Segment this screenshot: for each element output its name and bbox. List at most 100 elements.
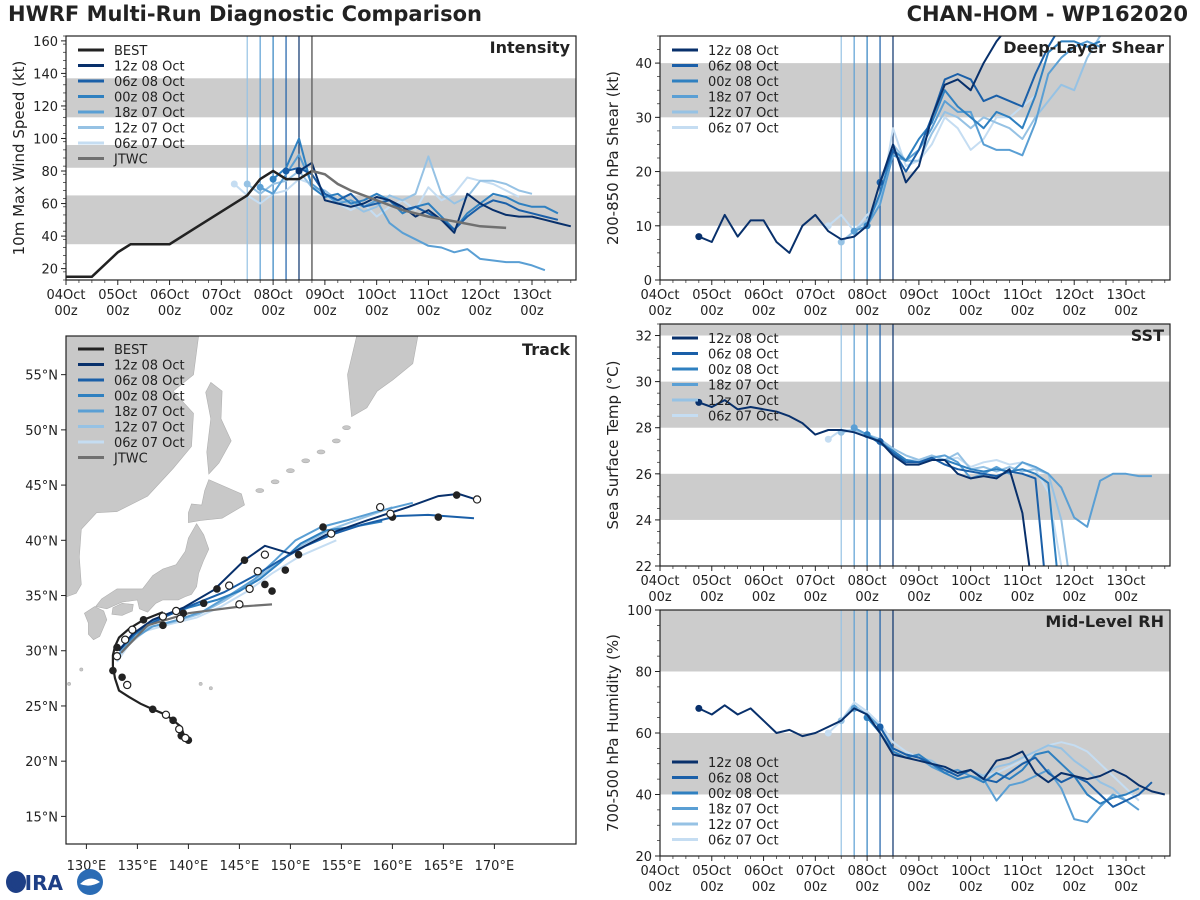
sst-ylabel: Sea Surface Temp (°C) [604,360,622,529]
intensity-legend-label: 18z 07 Oct [114,106,185,121]
intensity-xtick-label: 12Oct [461,288,500,303]
track-filled-marker [434,513,443,521]
rh-xtick-label: 09Oct [899,864,938,879]
rh-series-start-marker [824,729,832,737]
sst-xtick-label: 12Oct [1055,574,1094,589]
track-filled-marker [268,587,276,595]
shear-series-line [879,36,1056,183]
sst-ytick-label: 28 [635,422,652,437]
track-land-group [66,336,419,691]
sst-xtick-label: 00z [855,590,879,605]
intensity-series-group [66,137,572,278]
rh-xtick-label: 00z [752,880,776,895]
intensity-legend-label: 00z 08 Oct [114,91,185,106]
track-filled-marker [199,599,208,608]
kuril-island-shape [316,449,326,455]
sst-panel: 22242628303204Oct00z05Oct00z06Oct00z07Oc… [604,323,1171,605]
rh-panel: 2040608010004Oct00z05Oct00z06Oct00z07Oct… [604,604,1171,895]
track-xtick-label: 140°E [169,859,209,874]
shear-xtick-label: 11Oct [1003,288,1042,303]
sst-xtick-label: 06Oct [744,574,783,589]
shear-legend-label: 18z 07 Oct [708,91,779,106]
rh-ylabel: 700-500 hPa Humidity (%) [604,634,622,832]
rh-xtick-label: 00z [907,880,931,895]
sst-xtick-label: 00z [1011,590,1035,605]
track-filled-marker [139,616,148,624]
shear-legend-label: 12z 08 Oct [708,44,779,59]
track-xtick-label: 155°E [322,859,362,874]
sst-ytick-label: 22 [635,560,652,575]
track-open-marker [171,606,181,616]
rh-xtick-label: 07Oct [796,864,835,879]
rh-band [660,610,1170,672]
intensity-xtick-label: 00z [158,304,182,319]
sst-xtick-label: 00z [1114,590,1138,605]
rh-xtick-label: 12Oct [1055,864,1094,879]
sst-series-start-marker [850,424,858,432]
sst-xtick-label: 05Oct [692,574,731,589]
track-legend-label: 06z 07 Oct [114,436,185,451]
track-jtwc-line [120,603,273,654]
track-ytick-label: 50°N [25,424,58,439]
rh-ytick-label: 60 [635,727,652,742]
shear-title: Deep-Layer Shear [1003,38,1164,57]
shear-series-start-marker [850,227,858,235]
shear-series-start-marker [837,238,845,246]
rh-xtick-label: 00z [1011,880,1035,895]
track-panel: 130°E 135°E 140°E 145°E 150°E 155°E 160°E 165°E… [25,335,577,874]
sst-title: SST [1131,326,1164,345]
track-open-marker [128,625,137,634]
intensity-legend-label: 12z 07 Oct [114,122,185,137]
intensity-ytick-label: 20 [41,263,58,278]
intensity-ytick-label: 140 [33,67,58,82]
rh-xtick-label: 00z [855,880,879,895]
track-frame [65,335,577,845]
intensity-ytick-label: 100 [33,132,58,147]
track-xtick-label: 135°E [118,859,158,874]
shear-xtick-label: 09Oct [899,288,938,303]
rh-xtick-label: 04Oct [640,864,679,879]
rh-xtick-label: 05Oct [692,864,731,879]
sst-xtick-label: 07Oct [796,574,835,589]
shear-ytick-label: 20 [635,166,652,181]
intensity-ylabel: 10m Max Wind Speed (kt) [10,61,28,256]
track-open-marker [181,733,190,743]
track-open-marker [158,612,168,621]
sst-xtick-label: 11Oct [1003,574,1042,589]
shear-xtick-label: 00z [648,304,672,319]
kuril-island-shape [331,438,341,444]
rh-legend-label: 18z 07 Oct [708,803,779,818]
rh-series-group [695,701,1166,824]
intensity-ytick-label: 60 [41,198,58,213]
intensity-ytick-label: 120 [33,100,58,115]
intensity-xtick-label: 11Oct [409,288,448,303]
rh-ytick-label: 20 [635,850,652,865]
shear-ylabel: 200-850 hPa Shear (kt) [604,71,622,245]
rh-title: Mid-Level RH [1045,612,1164,631]
intensity-xtick-label: 06Oct [150,288,189,303]
track-xtick-label: 170°E [475,859,515,874]
honshu-shape [95,523,210,613]
sst-legend-label: 12z 08 Oct [708,332,779,347]
sst-band [660,473,1170,520]
track-ytick-label: 15°N [25,810,58,825]
shear-xtick-label: 04Oct [640,288,679,303]
rh-series-line [879,726,1153,808]
track-filled-marker [261,580,269,589]
track-ytick-label: 25°N [25,700,58,715]
intensity-series-line [298,161,572,234]
track-legend-label: 12z 08 Oct [114,359,185,374]
intensity-xtick-label: 07Oct [202,288,241,303]
intensity-title: Intensity [490,38,571,57]
intensity-series-start-marker [269,175,277,183]
intensity-band [66,195,576,245]
track-legend-label: BEST [114,343,147,358]
intensity-xtick-label: 00z [106,304,130,319]
track-legend-label: 00z 08 Oct [114,390,185,405]
intensity-legend-label: 06z 07 Oct [114,137,185,152]
track-open-marker [112,652,122,661]
track-open-marker [386,509,395,518]
